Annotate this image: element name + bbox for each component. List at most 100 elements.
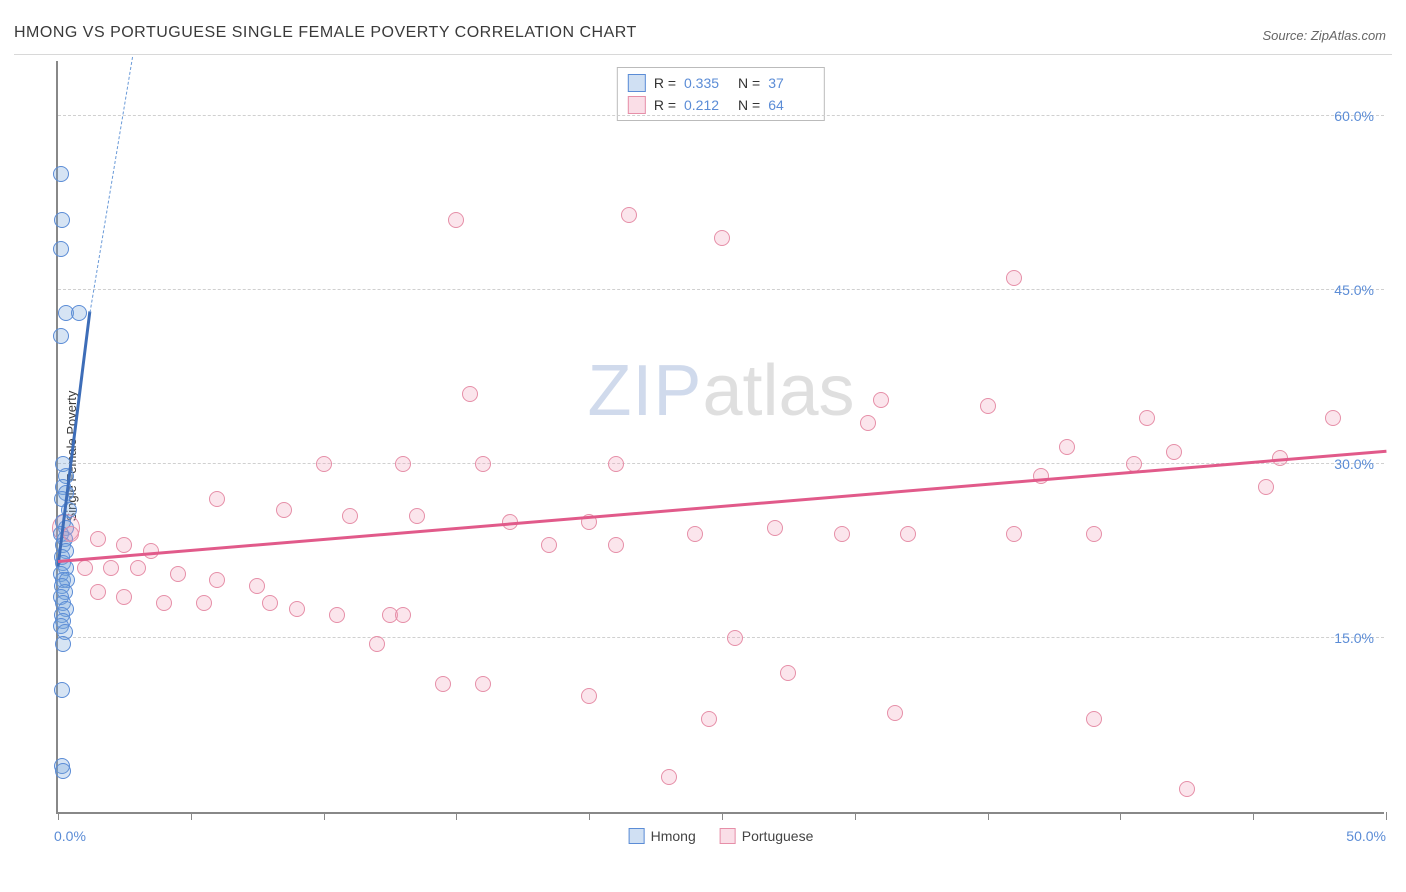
data-point — [103, 560, 119, 576]
data-point — [55, 763, 71, 779]
data-point — [90, 531, 106, 547]
data-point — [581, 688, 597, 704]
legend-label: Portuguese — [742, 828, 814, 844]
data-point — [54, 212, 70, 228]
r-label: R = — [654, 75, 676, 91]
watermark: ZIPatlas — [587, 350, 854, 432]
stats-legend-box: R = 0.335 N = 37 R = 0.212 N = 64 — [617, 67, 825, 121]
data-point — [316, 456, 332, 472]
data-point — [209, 491, 225, 507]
y-tick-label: 60.0% — [1334, 108, 1374, 124]
data-point — [395, 607, 411, 623]
watermark-zip: ZIP — [587, 351, 702, 431]
data-point — [1086, 711, 1102, 727]
x-tick — [1120, 812, 1121, 820]
data-point — [701, 711, 717, 727]
data-point — [1086, 526, 1102, 542]
n-label: N = — [738, 97, 760, 113]
data-point — [1059, 439, 1075, 455]
x-tick — [855, 812, 856, 820]
legend-swatch — [629, 828, 645, 844]
data-point — [369, 636, 385, 652]
data-point — [262, 595, 278, 611]
r-value: 0.335 — [684, 75, 730, 91]
data-point — [900, 526, 916, 542]
chart-title: HMONG VS PORTUGUESE SINGLE FEMALE POVERT… — [14, 24, 637, 42]
n-value: 64 — [768, 97, 814, 113]
y-tick-label: 15.0% — [1334, 630, 1374, 646]
legend-item: Portuguese — [720, 828, 814, 844]
data-point — [116, 589, 132, 605]
series-legend: Hmong Portuguese — [629, 828, 814, 844]
n-value: 37 — [768, 75, 814, 91]
data-point — [780, 665, 796, 681]
x-tick — [324, 812, 325, 820]
data-point — [130, 560, 146, 576]
data-point — [608, 456, 624, 472]
data-point — [329, 607, 345, 623]
data-point — [90, 584, 106, 600]
data-point — [475, 456, 491, 472]
data-point — [1006, 270, 1022, 286]
data-point — [342, 508, 358, 524]
data-point — [116, 537, 132, 553]
x-tick-label: 0.0% — [54, 828, 86, 844]
data-point — [53, 241, 69, 257]
x-tick — [58, 812, 59, 820]
plot-area: ZIPatlas R =0.335N =37R =0.212N =64 Hmon… — [56, 61, 1384, 814]
data-point — [54, 682, 70, 698]
data-point — [249, 578, 265, 594]
data-point — [156, 595, 172, 611]
data-point — [462, 386, 478, 402]
data-point — [1006, 526, 1022, 542]
data-point — [714, 230, 730, 246]
gridline-h — [58, 637, 1384, 638]
data-point — [834, 526, 850, 542]
data-point — [661, 769, 677, 785]
data-point — [53, 328, 69, 344]
source-attribution: Source: ZipAtlas.com — [1262, 28, 1386, 43]
data-point — [289, 601, 305, 617]
x-tick — [1386, 812, 1387, 820]
data-point — [77, 560, 93, 576]
trend-line — [58, 449, 1386, 562]
data-point — [475, 676, 491, 692]
data-point — [55, 636, 71, 652]
data-point — [276, 502, 292, 518]
data-point — [1139, 410, 1155, 426]
data-point — [1325, 410, 1341, 426]
watermark-atlas: atlas — [702, 351, 854, 431]
data-point — [209, 572, 225, 588]
data-point — [1258, 479, 1274, 495]
data-point — [435, 676, 451, 692]
data-point — [608, 537, 624, 553]
x-tick — [1253, 812, 1254, 820]
x-tick — [988, 812, 989, 820]
data-point — [170, 566, 186, 582]
data-point — [767, 520, 783, 536]
r-label: R = — [654, 97, 676, 113]
stats-row: R = 0.335 N = 37 — [628, 72, 814, 94]
x-tick — [589, 812, 590, 820]
stats-swatch — [628, 96, 646, 114]
x-tick-label: 50.0% — [1346, 828, 1386, 844]
data-point — [395, 456, 411, 472]
stats-swatch — [628, 74, 646, 92]
data-point — [860, 415, 876, 431]
gridline-h — [58, 289, 1384, 290]
y-tick-label: 30.0% — [1334, 456, 1374, 472]
data-point — [53, 166, 69, 182]
data-point — [980, 398, 996, 414]
data-point — [727, 630, 743, 646]
x-tick — [191, 812, 192, 820]
r-value: 0.212 — [684, 97, 730, 113]
trend-line — [89, 57, 132, 312]
stats-row: R = 0.212 N = 64 — [628, 94, 814, 116]
n-label: N = — [738, 75, 760, 91]
legend-label: Hmong — [651, 828, 696, 844]
data-point — [196, 595, 212, 611]
gridline-h — [58, 463, 1384, 464]
data-point — [887, 705, 903, 721]
data-point — [621, 207, 637, 223]
data-point — [873, 392, 889, 408]
